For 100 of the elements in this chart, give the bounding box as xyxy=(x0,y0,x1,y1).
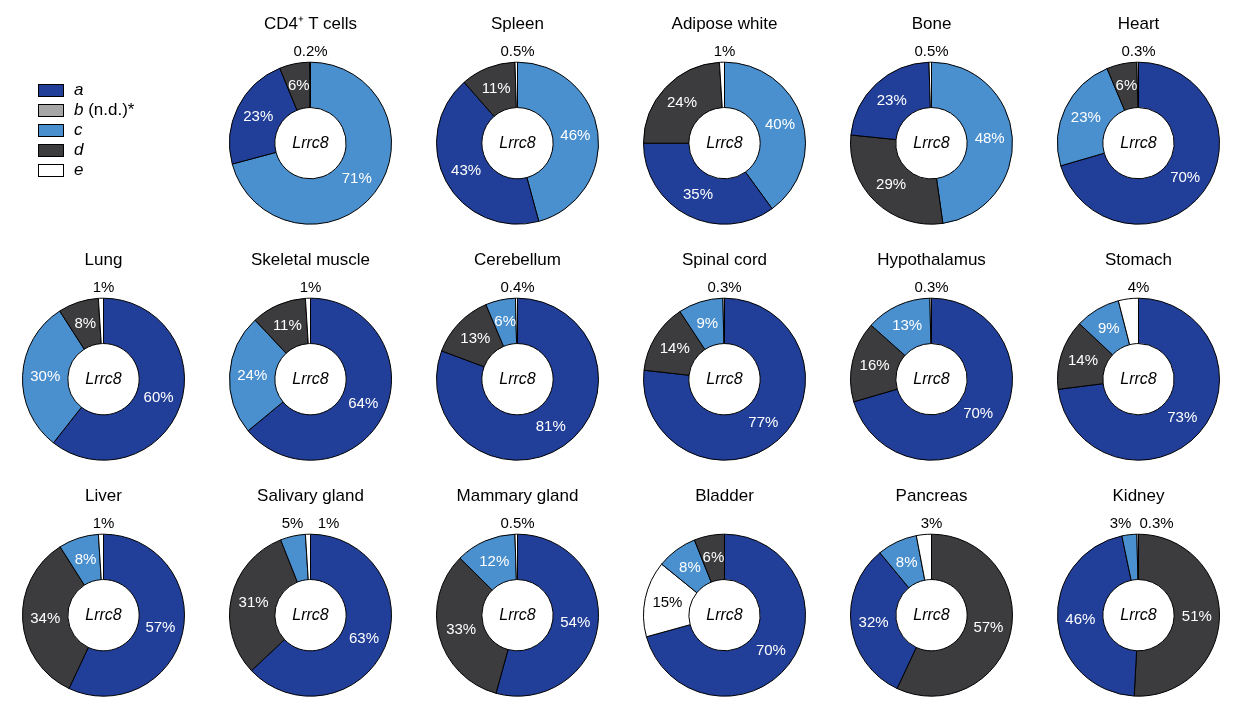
chart-title: Bladder xyxy=(695,485,755,505)
text: Lrrc8 xyxy=(1120,133,1157,151)
data-label: 63% xyxy=(349,628,380,646)
data-label: 54% xyxy=(560,613,591,631)
chart-title: Bone xyxy=(911,13,952,33)
data-label: 8% xyxy=(895,552,918,570)
data-label: 14% xyxy=(659,338,690,356)
data-label: 46% xyxy=(1065,609,1096,627)
data-label: 29% xyxy=(876,175,907,193)
data-label: 1% xyxy=(713,42,736,60)
data-label: 23% xyxy=(243,107,274,125)
data-label: 0.2% xyxy=(293,42,328,60)
data-label: 0.5% xyxy=(500,514,535,532)
data-label: 0.3% xyxy=(1139,514,1174,532)
data-label: 48% xyxy=(974,129,1005,147)
data-label: 8% xyxy=(74,313,97,331)
data-label: 35% xyxy=(683,185,714,203)
text: Lrrc8 xyxy=(913,133,950,151)
data-label: 9% xyxy=(1097,319,1120,337)
chart-title: Skeletal muscle xyxy=(250,249,371,269)
category-label: b (n.d.)* xyxy=(74,100,135,120)
chart-title: Cerebellum xyxy=(474,249,561,269)
data-label: 40% xyxy=(764,115,795,133)
text: Lrrc8 xyxy=(499,133,536,151)
text: Lrrc8 xyxy=(292,133,329,151)
data-label: 1% xyxy=(92,278,115,296)
data-label: 57% xyxy=(145,618,176,636)
data-label: 4% xyxy=(1127,278,1150,296)
chart-title: Spinal cord xyxy=(681,249,768,269)
data-label: 64% xyxy=(348,394,379,412)
data-label: 70% xyxy=(1170,168,1201,186)
text: Lrrc8 xyxy=(913,605,950,623)
chart-title: Hypothalamus xyxy=(877,249,986,269)
data-label: 0.5% xyxy=(914,42,949,60)
text: Lrrc8 xyxy=(706,133,743,151)
category-label: a xyxy=(74,80,84,100)
data-label: 73% xyxy=(1167,407,1198,425)
data-label: 6% xyxy=(288,76,310,94)
data-label: 71% xyxy=(341,168,372,186)
data-label: 13% xyxy=(460,329,491,347)
text: Lrrc8 xyxy=(499,605,536,623)
data-label: 1% xyxy=(299,278,322,296)
data-label: 0.3% xyxy=(914,278,949,296)
data-label: 3% xyxy=(920,514,943,532)
data-label: 3% xyxy=(1109,514,1132,532)
chart-title: Pancreas xyxy=(895,485,968,505)
data-label: 81% xyxy=(535,417,566,435)
category-label: c xyxy=(74,120,83,140)
data-label: 43% xyxy=(451,160,482,178)
data-label: 1% xyxy=(317,514,340,532)
data-label: 32% xyxy=(858,612,889,630)
chart-title: Stomach xyxy=(1104,249,1173,269)
chart-title: Lung xyxy=(84,249,123,269)
data-label: 0.5% xyxy=(500,42,535,60)
chart-title: Heart xyxy=(1117,13,1160,33)
data-label: 0.3% xyxy=(1121,42,1156,60)
category-label: d xyxy=(74,140,84,160)
data-label: 57% xyxy=(973,618,1004,636)
data-label: 23% xyxy=(1070,108,1101,126)
data-label: 77% xyxy=(748,412,779,430)
data-label: 33% xyxy=(446,620,477,638)
text: Lrrc8 xyxy=(292,369,329,387)
data-label: 1% xyxy=(92,514,115,532)
text: Lrrc8 xyxy=(706,369,743,387)
data-label: 34% xyxy=(30,609,61,626)
data-label: 31% xyxy=(238,592,269,610)
data-label: 23% xyxy=(876,90,907,108)
chart-title: Kidney xyxy=(1112,485,1165,505)
data-label: 24% xyxy=(666,93,697,111)
text: Lrrc8 xyxy=(499,369,536,387)
chart-title: CD4⁺ T cells xyxy=(263,13,358,33)
data-label: 0.3% xyxy=(707,278,742,296)
chart-title: Salivary gland xyxy=(257,485,364,505)
data-label: 8% xyxy=(74,549,97,567)
data-label: 70% xyxy=(755,640,786,658)
text: Lrrc8 xyxy=(706,605,743,623)
data-label: 14% xyxy=(1068,351,1099,369)
data-label: 60% xyxy=(143,388,174,406)
data-label: 15% xyxy=(652,593,683,611)
text: Lrrc8 xyxy=(292,605,329,623)
data-label: 24% xyxy=(237,365,268,383)
chart-title: Mammary gland xyxy=(456,485,579,505)
data-label: 13% xyxy=(892,316,923,334)
data-label: 51% xyxy=(1181,606,1212,624)
text: Lrrc8 xyxy=(1120,369,1157,387)
chart-title: Adipose white xyxy=(671,13,778,33)
text: Lrrc8 xyxy=(1120,605,1157,623)
data-label: 11% xyxy=(481,79,511,97)
data-label: 9% xyxy=(696,313,719,331)
data-label: 70% xyxy=(963,404,994,422)
data-label: 30% xyxy=(30,366,61,384)
chart-title: Spleen xyxy=(491,13,544,33)
data-label: 5% xyxy=(281,514,304,532)
text: Lrrc8 xyxy=(913,369,950,387)
data-label: 16% xyxy=(859,356,890,374)
data-label: 8% xyxy=(679,558,701,576)
text: Lrrc8 xyxy=(85,605,122,623)
text: Lrrc8 xyxy=(85,369,122,387)
category-label: e xyxy=(74,160,84,180)
data-label: 12% xyxy=(479,551,510,569)
